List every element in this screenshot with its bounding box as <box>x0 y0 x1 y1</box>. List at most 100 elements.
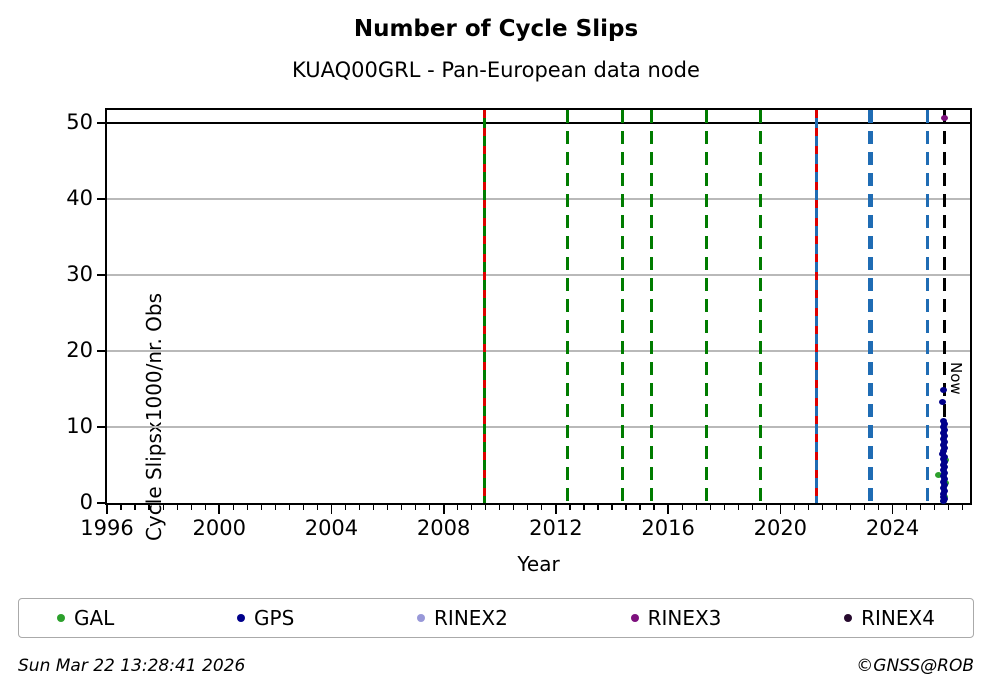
x-tick-minor <box>527 505 529 510</box>
y-tick-major <box>97 426 106 428</box>
x-tick-minor <box>134 505 136 510</box>
gridline <box>107 198 970 200</box>
x-tick-minor <box>751 505 753 510</box>
chart-subtitle: KUAQ00GRL - Pan-European data node <box>292 58 700 82</box>
x-tick-minor <box>260 505 262 510</box>
x-tick-minor <box>457 505 459 510</box>
x-tick-minor <box>948 505 950 510</box>
data-point-gps <box>941 433 949 440</box>
legend-label: RINEX3 <box>647 606 722 630</box>
legend-item-rinex4: RINEX4 <box>844 606 935 630</box>
x-tick-minor <box>176 505 178 510</box>
x-tick-major <box>218 505 221 514</box>
data-point-gps <box>939 436 947 443</box>
chart-title: Number of Cycle Slips <box>353 16 639 42</box>
x-tick-minor <box>246 505 248 510</box>
x-tick-minor <box>499 505 501 510</box>
x-tick-minor <box>386 505 389 510</box>
y-tick-major <box>97 274 106 276</box>
x-tick-label: 2008 <box>416 516 471 540</box>
event-line <box>868 110 874 503</box>
data-point-gps <box>940 490 948 497</box>
y-tick-major <box>97 350 106 352</box>
data-point-gps <box>939 423 947 430</box>
credit: ©GNSS@ROB <box>856 656 974 676</box>
plot-area: Cycle Slipsx1000/nr. Obs Now <box>105 108 972 541</box>
event-line-overlay <box>815 110 819 503</box>
x-tick-major <box>779 505 782 514</box>
y-tick-label: 0 <box>79 490 93 514</box>
data-point-gps <box>939 442 947 449</box>
x-tick-major <box>442 505 445 514</box>
x-tick-label: 1996 <box>80 516 134 540</box>
legend-item-gal: GAL <box>57 606 114 630</box>
gridline <box>107 426 970 428</box>
data-point-gps <box>939 417 947 424</box>
x-tick-minor <box>611 505 613 510</box>
x-tick-minor <box>653 505 655 510</box>
x-tick-minor <box>905 505 908 510</box>
legend-label: GAL <box>74 606 115 630</box>
event-line <box>482 110 486 503</box>
legend-marker-icon <box>237 614 246 622</box>
event-line <box>566 110 570 503</box>
x-tick-minor <box>400 505 403 510</box>
x-tick-minor <box>148 505 150 510</box>
data-point-gps <box>939 398 947 405</box>
legend-item-gps: GPS <box>237 606 294 630</box>
x-tick-minor <box>793 505 795 510</box>
data-point-rinex3 <box>940 114 948 121</box>
gridline <box>107 274 970 276</box>
legend-marker-icon <box>417 614 426 622</box>
timestamp: Sun Mar 22 13:28:41 2026 <box>18 656 246 676</box>
x-tick-minor <box>807 505 809 510</box>
x-tick-minor <box>120 505 122 510</box>
event-line <box>649 110 653 503</box>
data-point-gps <box>940 498 948 505</box>
x-tick-minor <box>920 505 922 510</box>
x-tick-minor <box>471 505 473 510</box>
x-tick-minor <box>765 505 767 510</box>
x-tick-minor <box>962 505 964 510</box>
x-tick-minor <box>429 505 431 510</box>
data-point-gps <box>940 487 948 494</box>
x-tick-minor <box>709 505 711 510</box>
x-tick-minor <box>190 505 192 510</box>
gridline <box>107 350 970 352</box>
legend-marker-icon <box>630 614 639 622</box>
x-tick-minor <box>204 505 206 510</box>
x-tick-label: 2024 <box>865 516 920 540</box>
legend-marker-icon <box>844 614 853 622</box>
y-tick-major <box>97 198 106 200</box>
data-point-gps <box>940 481 948 488</box>
x-tick-minor <box>316 505 318 510</box>
y-tick-major <box>97 502 106 504</box>
x-tick-minor <box>639 505 641 510</box>
x-tick-minor <box>358 505 361 510</box>
x-tick-minor <box>162 505 164 510</box>
data-point-gps <box>940 386 948 393</box>
legend-marker-icon <box>57 614 65 622</box>
x-tick-minor <box>849 505 852 510</box>
event-line-overlay <box>482 110 486 503</box>
data-point-gps <box>941 458 949 465</box>
legend-label: RINEX4 <box>861 606 935 630</box>
y-tick-label: 50 <box>66 109 93 134</box>
data-point-gps <box>939 450 947 457</box>
event-line <box>815 110 819 503</box>
x-tick-minor <box>344 505 347 510</box>
x-tick-label: 2004 <box>304 516 359 540</box>
data-point-gal <box>934 471 942 478</box>
event-line <box>759 110 763 503</box>
y-tick-major <box>97 122 106 124</box>
x-tick-minor <box>625 505 627 510</box>
x-axis-title: Year <box>517 552 560 576</box>
x-tick-label: 2016 <box>641 516 695 540</box>
x-tick-minor <box>232 505 234 510</box>
data-point-gps <box>940 447 948 454</box>
x-tick-minor <box>372 505 375 510</box>
data-point-gps <box>940 439 948 446</box>
x-tick-minor <box>302 505 304 510</box>
data-point-gps <box>940 464 948 471</box>
